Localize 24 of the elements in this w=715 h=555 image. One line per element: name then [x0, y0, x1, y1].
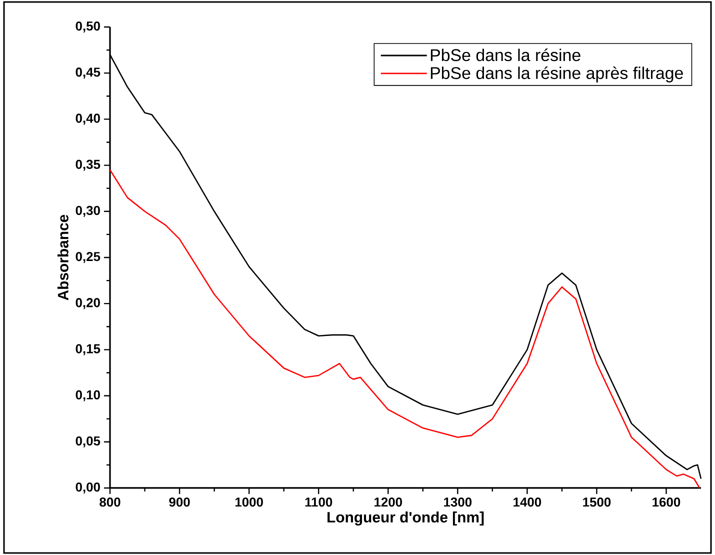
y-tick-label: 0,30: [76, 206, 100, 217]
x-tick-label: 1000: [235, 498, 263, 507]
y-tick-label: 0,15: [76, 344, 100, 356]
y-tick-label: 0,45: [76, 68, 100, 79]
x-tick-label: 1200: [374, 498, 402, 507]
y-tick-label: 0,05: [76, 436, 100, 448]
x-tick-label: 800: [100, 498, 120, 507]
x-tick-label: 1500: [583, 498, 611, 507]
y-tick-label: 0,50: [76, 21, 100, 33]
y-tick-label: 0,10: [76, 390, 100, 402]
legend-label: PbSe dans la résine après filtrage: [430, 66, 683, 82]
x-tick-label: 1300: [444, 498, 472, 507]
legend-label: PbSe dans la résine: [430, 48, 580, 62]
y-tick-label: 0,40: [76, 114, 100, 125]
x-tick-label: 1400: [514, 498, 542, 507]
y-tick-label: 0,20: [76, 298, 100, 310]
x-tick-label: 1100: [305, 498, 332, 507]
y-tick-label: 0,35: [76, 160, 100, 171]
x-tick-label: 900: [169, 498, 190, 507]
x-axis-title: Longueur d'onde [nm]: [328, 512, 484, 526]
y-axis-title: Absorbance: [57, 214, 68, 300]
y-tick-label: 0,00: [76, 482, 100, 494]
x-tick-label: 1600: [652, 498, 680, 507]
y-tick-label: 0,25: [76, 252, 100, 264]
